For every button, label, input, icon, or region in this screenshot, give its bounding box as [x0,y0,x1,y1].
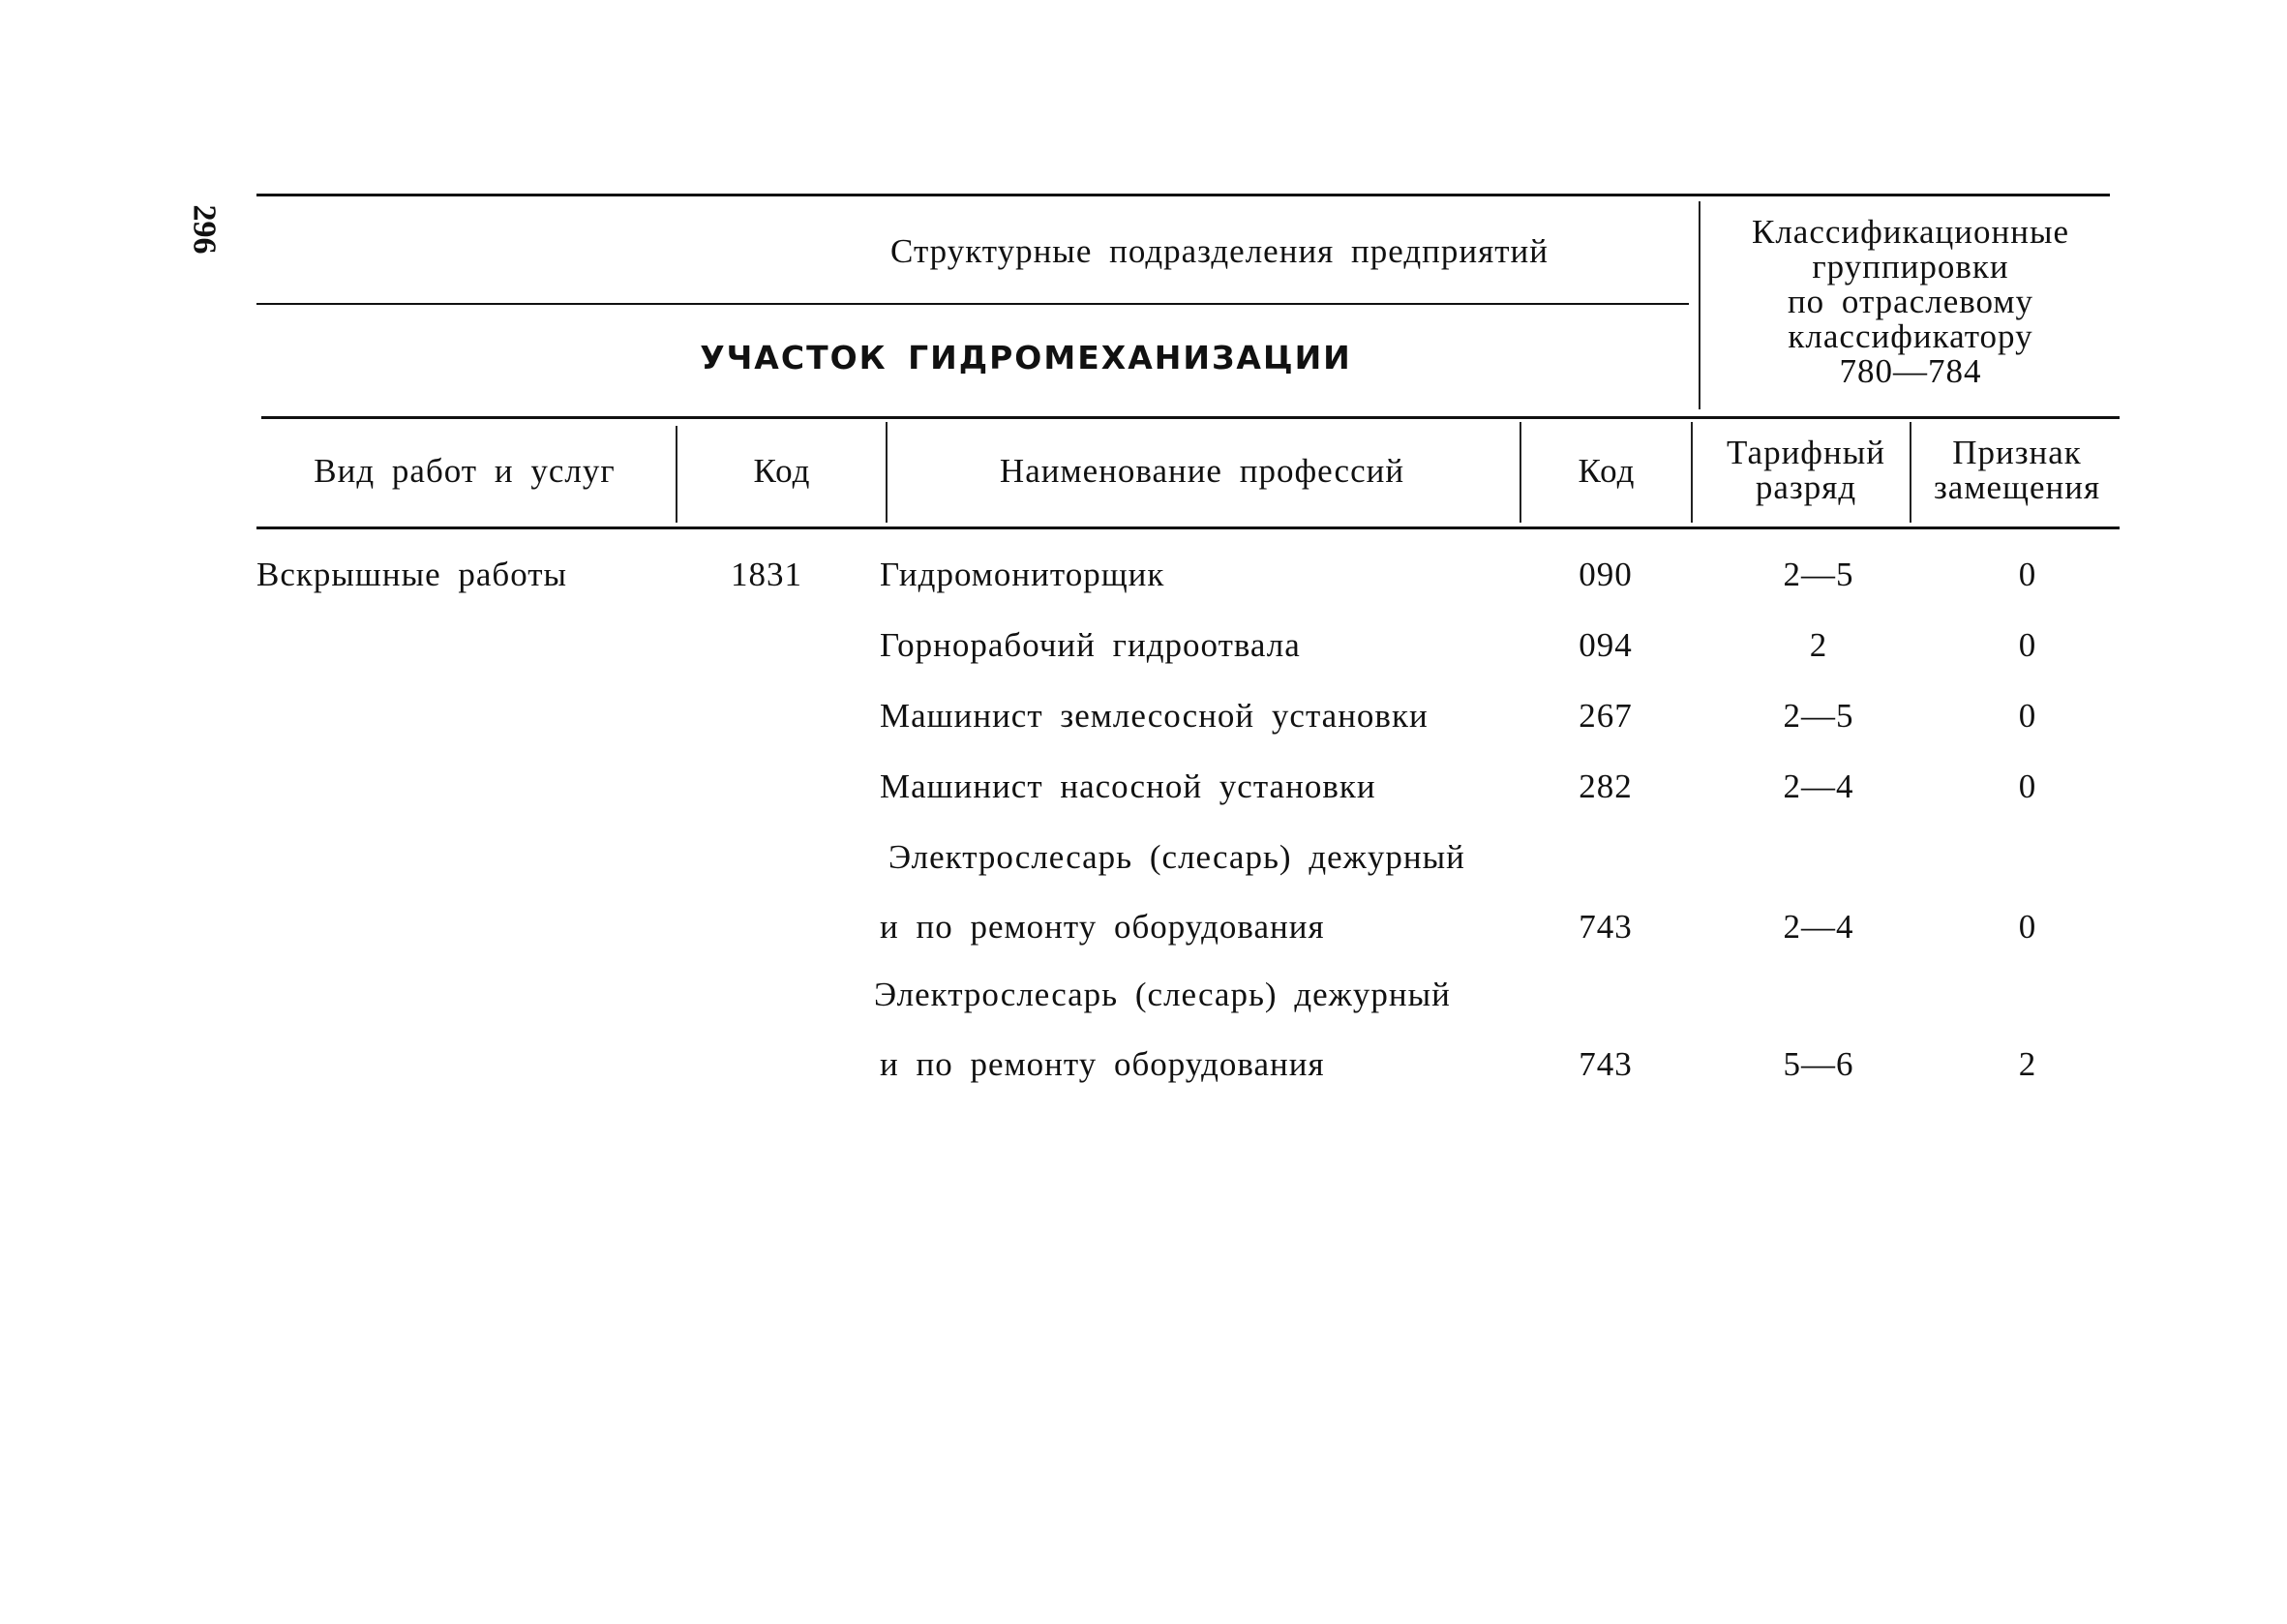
page-number: 296 [186,204,223,255]
col-tariff: Тарифный разряд [1727,436,1885,505]
rule-header [261,416,2120,419]
col-work-type: Вид работ и услуг [314,452,616,490]
profession-code: 090 [1579,556,1633,593]
profession-code: 743 [1579,1045,1633,1083]
rule-mid [256,303,1689,305]
replacement-sign: 0 [2018,767,2037,805]
tariff-grade: 2 [1809,626,1828,664]
line: разряд [1755,468,1857,506]
rule-top [256,194,2110,196]
line: по отраслевому [1787,283,2034,320]
col-profession: Наименование профессий [999,452,1405,490]
tariff-grade: 2—4 [1783,908,1854,946]
profession-name: Электрослесарь (слесарь) дежурный [888,838,1465,876]
profession-code: 267 [1579,697,1633,735]
profession-name: Горнорабочий гидроотвала [880,626,1301,664]
profession-name: и по ремонту оборудования [880,1045,1325,1083]
tariff-grade: 2—5 [1783,556,1854,593]
replacement-sign: 0 [2018,697,2037,735]
line: классификатору [1788,317,2033,355]
line: замещения [1933,468,2101,506]
rule-columns [256,526,2120,529]
profession-code: 743 [1579,908,1633,946]
work-type: Вскрышные работы [256,556,568,593]
col-profession-code: Код [1578,452,1636,490]
divider [886,422,888,523]
divider [1910,422,1911,523]
col-work-code: Код [753,452,811,490]
divider [1520,422,1521,523]
tariff-grade: 2—5 [1783,697,1854,735]
line: 780—784 [1839,352,1982,390]
profession-code: 094 [1579,626,1633,664]
tariff-grade: 2—4 [1783,767,1854,805]
divider [676,426,677,523]
profession-name: и по ремонту оборудования [880,908,1325,946]
line: Признак [1952,434,2082,471]
tariff-grade: 5—6 [1783,1045,1854,1083]
section-title: УЧАСТОК ГИДРОМЕХАНИЗАЦИИ [700,339,1352,376]
replacement-sign: 2 [2018,1045,2037,1083]
profession-name: Машинист насосной установки [880,767,1376,805]
profession-name: Гидромониторщик [880,556,1165,593]
structural-divisions-heading: Структурные подразделения предприятий [890,232,1549,270]
profession-code: 282 [1579,767,1633,805]
line: группировки [1812,248,2009,286]
profession-name: Электрослесарь (слесарь) дежурный [874,976,1451,1013]
replacement-sign: 0 [2018,626,2037,664]
line: Классификационные [1751,213,2070,251]
classification-heading: Классификационные группировки по отрасле… [1752,215,2069,389]
replacement-sign: 0 [2018,556,2037,593]
col-replacement: Признак замещения [1934,436,2100,505]
line: Тарифный [1727,434,1885,471]
divider [1699,201,1700,409]
replacement-sign: 0 [2018,908,2037,946]
work-code: 1831 [731,556,802,593]
divider [1691,422,1693,523]
profession-name: Машинист землесосной установки [880,697,1429,735]
